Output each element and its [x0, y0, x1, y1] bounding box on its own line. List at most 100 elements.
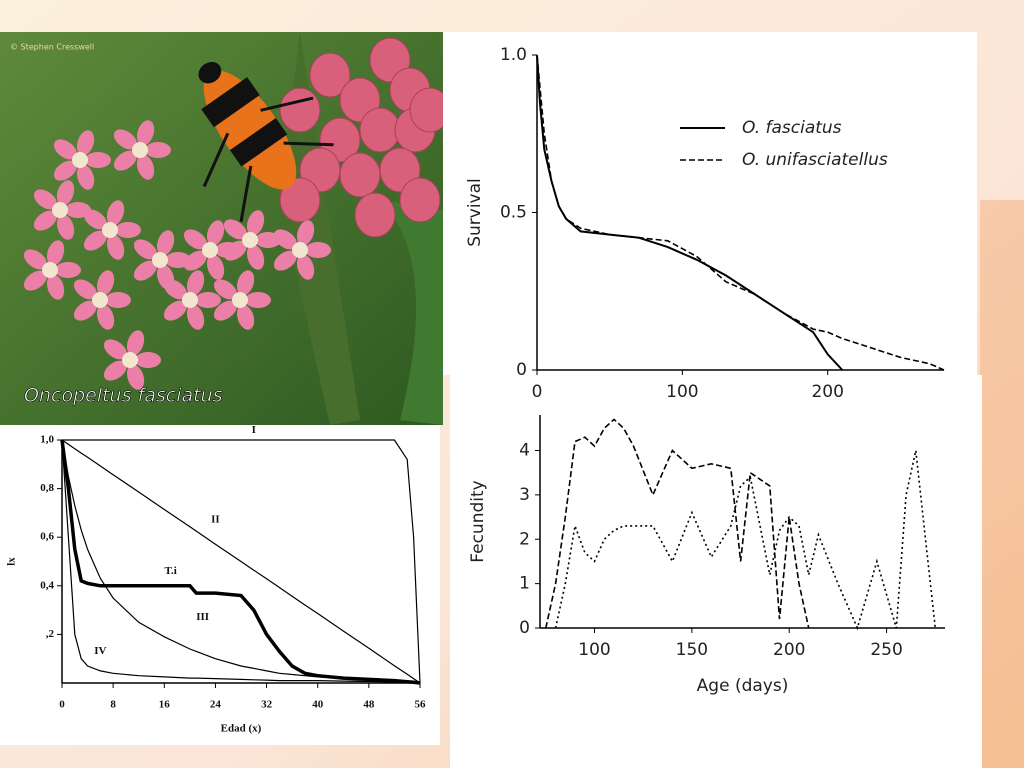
flower-petal — [246, 210, 265, 236]
x-tick-label: 200 — [811, 382, 843, 402]
x-tick-label: 150 — [676, 640, 708, 660]
series-line — [62, 439, 421, 684]
flower-petal — [246, 244, 265, 270]
survival-chart: 0 0.5 1.0 0 100 200 Survival O. fasciatus O. uni… — [465, 45, 945, 402]
flower-center — [52, 202, 68, 218]
flower-bud — [279, 177, 321, 223]
x-tick-label: 48 — [363, 699, 375, 711]
flower-petal — [106, 234, 125, 260]
flower-petal — [115, 222, 141, 238]
flower-petal — [113, 129, 137, 150]
x-axis-label: Age (days) — [697, 676, 789, 696]
flower-petal — [56, 214, 75, 240]
flower-petal — [96, 304, 115, 330]
flower-center — [92, 292, 108, 308]
flower-bud — [279, 87, 321, 133]
flower-petal — [133, 239, 157, 260]
flower-petal — [46, 240, 65, 266]
flower-center — [202, 242, 218, 258]
flower-petal — [163, 300, 187, 321]
flower-petal — [273, 229, 297, 250]
x-tick-label: 40 — [312, 699, 324, 711]
series-line — [61, 439, 421, 684]
series-line — [554, 450, 937, 631]
flower-petal — [273, 250, 297, 271]
legend-label: O. unifasciatellus — [742, 150, 888, 170]
flower-petal — [113, 150, 137, 171]
y-tick-label: 2 — [519, 529, 530, 549]
curve-label: I — [252, 424, 256, 436]
photo-credit: © Stephen Cresswell — [10, 43, 94, 52]
flower-center — [182, 292, 198, 308]
flower-petal — [23, 249, 47, 270]
flower-petal — [305, 242, 331, 258]
y-tick-label: 1.0 — [500, 45, 527, 65]
y-tick-label: 0,8 — [40, 482, 54, 494]
flower-petal — [83, 230, 107, 251]
photo-caption: Oncopeltus fasciatus — [24, 385, 223, 407]
flower-petal — [245, 292, 271, 308]
flower-bud — [309, 52, 351, 98]
fecundity-panel — [450, 375, 982, 768]
flower-bud — [354, 192, 396, 238]
flower-petal — [223, 240, 247, 261]
y-tick-label: 0 — [516, 360, 527, 380]
y-tick-label: 0,6 — [40, 531, 54, 543]
bug — [198, 61, 334, 223]
flower-petal — [55, 262, 81, 278]
flower-petal — [83, 209, 107, 230]
flower-petal — [223, 219, 247, 240]
x-tick-label: 0 — [59, 699, 65, 711]
curve-label: IV — [94, 645, 106, 657]
x-tick-label: 56 — [415, 699, 427, 711]
y-tick-label: 0 — [519, 618, 530, 638]
flower-petal — [213, 300, 237, 321]
x-tick-label: 8 — [110, 699, 116, 711]
flower-petal — [105, 292, 131, 308]
flower-petal — [33, 189, 57, 210]
flower-petal — [296, 254, 315, 280]
flower-petal — [46, 274, 65, 300]
y-axis-label: Fecundity — [468, 480, 488, 562]
flower-petal — [135, 352, 161, 368]
series-line — [61, 439, 421, 684]
side-band — [980, 200, 1024, 768]
legend-label: O. fasciatus — [742, 118, 842, 138]
flower-bud — [399, 177, 441, 223]
x-tick-label: 0 — [532, 382, 543, 402]
flower-petal — [186, 270, 205, 296]
flower-petal — [96, 270, 115, 296]
flower-center — [42, 262, 58, 278]
flower-petal — [126, 330, 145, 356]
flower-bud — [339, 152, 381, 198]
flower-petal — [296, 220, 315, 246]
x-tick-label: 24 — [210, 699, 222, 711]
x-tick-label: 250 — [870, 640, 902, 660]
flower-petal — [145, 142, 171, 158]
flower-petal — [106, 200, 125, 226]
x-axis-label: Edad (x) — [221, 723, 262, 735]
y-axis-label: lx — [6, 557, 18, 566]
flower-petal — [156, 230, 175, 256]
x-tick-label: 100 — [578, 640, 610, 660]
flower-center — [242, 232, 258, 248]
curve-label: II — [211, 514, 220, 526]
fecundity-chart: 0 1 2 3 4 100 150 200 250 Age (days) Fecundity — [468, 415, 945, 696]
y-tick-label: 1,0 — [40, 434, 54, 446]
x-tick-label: 100 — [666, 382, 698, 402]
y-tick-label: 3 — [519, 485, 530, 505]
flower-petal — [136, 154, 155, 180]
photo: © Stephen Cresswell Oncopeltus fasciatus — [0, 32, 451, 425]
x-tick-label: 16 — [159, 699, 171, 711]
flower-bud — [359, 107, 401, 153]
y-tick-label: ,2 — [46, 628, 55, 640]
flower-petal — [53, 160, 77, 181]
survival-panel — [443, 32, 977, 375]
x-tick-label: 200 — [773, 640, 805, 660]
lx-panel — [0, 425, 440, 745]
flower-petal — [236, 304, 255, 330]
leaf — [380, 200, 443, 425]
flower-petal — [33, 210, 57, 231]
y-axis-label: Survival — [465, 178, 485, 247]
